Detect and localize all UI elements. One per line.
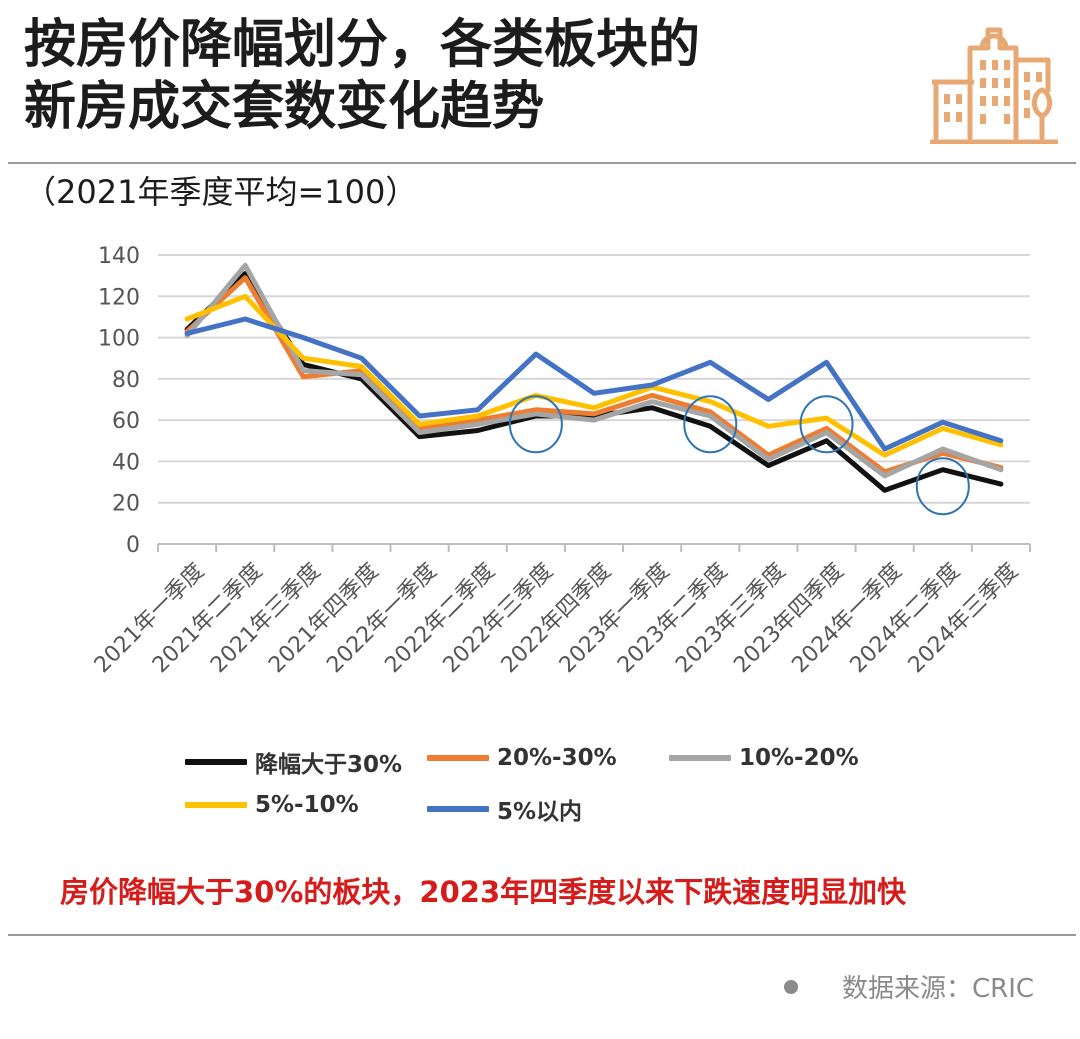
- highlight-circle: [683, 395, 738, 454]
- highlight-circles: [508, 395, 970, 516]
- bottom-divider: [8, 934, 1076, 936]
- legend-swatch: [185, 802, 247, 808]
- axes: [157, 543, 1031, 552]
- y-tick-label: 120: [98, 285, 140, 310]
- highlight-circle: [799, 395, 854, 454]
- legend-label: 10%-20%: [739, 745, 859, 771]
- series-line: [184, 271, 1004, 493]
- title-line-2: 新房成交套数变化趋势: [24, 77, 545, 137]
- legend-label: 降幅大于30%: [255, 752, 403, 778]
- y-tick-label: 20: [112, 492, 140, 517]
- y-tick-label: 100: [98, 327, 140, 352]
- source-text: 数据来源：CRIC: [842, 974, 1035, 1004]
- y-tick-label: 60: [112, 409, 140, 434]
- legend-item: 10%-20%: [669, 745, 859, 771]
- highlight-circle: [508, 395, 563, 454]
- series-line: [184, 316, 1004, 452]
- legend-label: 5%以内: [497, 799, 583, 825]
- legend-swatch: [185, 759, 247, 765]
- legend-item: 降幅大于30%: [185, 745, 402, 779]
- series-line: [184, 262, 1004, 479]
- highlight-note: 房价降幅大于30%的板块，2023年四季度以来下跌速度明显加快: [60, 875, 907, 909]
- highlight-circle: [915, 457, 970, 516]
- legend-swatch: [427, 755, 489, 761]
- series-line: [184, 293, 1004, 458]
- chart-subtitle: （2021年季度平均=100）: [24, 173, 418, 211]
- line-chart: 0204060801001201402021年一季度2021年二季度2021年三…: [90, 244, 1031, 678]
- y-tick-label: 140: [98, 244, 140, 269]
- source-line: 数据来源：CRIC: [784, 968, 1034, 1005]
- legend-swatch: [669, 755, 731, 761]
- chart-legend: 降幅大于30% 20%-30% 10%-20% 5%-10% 5%以内: [185, 745, 1065, 835]
- page-title: 按房价降幅划分，各类板块的 新房成交套数变化趋势: [24, 14, 904, 138]
- legend-item: 5%以内: [427, 792, 582, 826]
- legend-item: 5%-10%: [185, 792, 359, 818]
- legend-label: 20%-30%: [497, 745, 617, 771]
- legend-item: 20%-30%: [427, 745, 617, 771]
- series-lines: [184, 262, 1004, 493]
- y-tick-label: 40: [112, 450, 140, 475]
- legend-label: 5%-10%: [255, 792, 359, 818]
- bullet-dot: [784, 979, 798, 994]
- series-line: [184, 275, 1004, 475]
- title-line-1: 按房价降幅划分，各类板块的: [24, 15, 701, 75]
- top-divider: [8, 162, 1076, 164]
- legend-swatch: [427, 806, 489, 812]
- y-tick-label: 0: [126, 533, 140, 558]
- y-tick-label: 80: [112, 368, 140, 393]
- city-buildings-icon: [930, 27, 1058, 144]
